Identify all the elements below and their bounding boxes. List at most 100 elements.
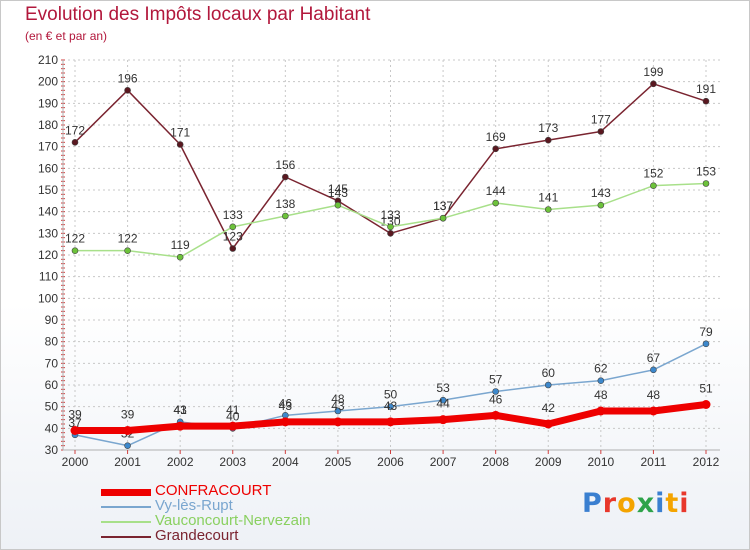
data-label: 141 bbox=[538, 191, 558, 205]
data-label: 144 bbox=[486, 184, 506, 198]
data-label: 67 bbox=[647, 351, 661, 365]
y-tick-label: 210 bbox=[38, 53, 58, 67]
data-label: 123 bbox=[223, 230, 243, 244]
data-label: 42 bbox=[542, 401, 556, 415]
data-point bbox=[439, 214, 447, 222]
x-tick-label: 2007 bbox=[430, 455, 457, 469]
data-label: 40 bbox=[226, 409, 240, 423]
legend-swatch bbox=[101, 521, 151, 523]
data-label: 152 bbox=[643, 167, 663, 181]
legend-label: Vauconcourt-Nervezain bbox=[155, 512, 311, 529]
data-label: 43 bbox=[279, 399, 293, 413]
logo-letter: t bbox=[665, 488, 680, 519]
data-point bbox=[387, 230, 394, 237]
data-point bbox=[650, 366, 657, 374]
data-point bbox=[544, 206, 552, 213]
data-point bbox=[491, 410, 501, 420]
data-label: 191 bbox=[696, 82, 716, 96]
data-label: 46 bbox=[489, 392, 503, 406]
data-point bbox=[492, 199, 499, 207]
data-point bbox=[282, 212, 289, 220]
data-label: 138 bbox=[275, 197, 295, 211]
data-point bbox=[175, 421, 185, 431]
x-tick-label: 2004 bbox=[272, 455, 299, 469]
data-label: 50 bbox=[384, 388, 398, 402]
y-tick-label: 160 bbox=[38, 161, 58, 175]
x-tick-label: 2005 bbox=[325, 455, 352, 469]
data-label: 41 bbox=[173, 403, 187, 417]
data-point bbox=[124, 442, 131, 449]
y-tick-label: 140 bbox=[38, 205, 58, 219]
data-label: 44 bbox=[436, 397, 450, 411]
data-label: 122 bbox=[118, 232, 138, 246]
data-point bbox=[439, 396, 447, 404]
data-label: 143 bbox=[591, 186, 611, 200]
data-point bbox=[229, 245, 237, 252]
data-point bbox=[387, 403, 394, 410]
logo-letter: r bbox=[602, 488, 618, 519]
x-tick-label: 2003 bbox=[219, 455, 246, 469]
data-point bbox=[280, 417, 290, 427]
data-label: 156 bbox=[275, 158, 295, 172]
x-tick-label: 2001 bbox=[114, 455, 141, 469]
y-tick-label: 100 bbox=[38, 291, 58, 305]
data-label: 153 bbox=[696, 165, 716, 179]
x-tick-label: 2010 bbox=[587, 455, 614, 469]
y-tick-label: 30 bbox=[45, 443, 59, 457]
data-point bbox=[124, 247, 131, 254]
data-point bbox=[544, 381, 552, 389]
data-label: 119 bbox=[171, 238, 190, 252]
data-label: 171 bbox=[170, 126, 190, 140]
x-tick-label: 2006 bbox=[377, 455, 404, 469]
data-point bbox=[492, 145, 499, 153]
x-tick-label: 2012 bbox=[693, 455, 720, 469]
data-label: 137 bbox=[433, 199, 453, 213]
data-label: 172 bbox=[65, 123, 85, 137]
data-point bbox=[386, 417, 395, 427]
legend-swatch bbox=[101, 536, 151, 538]
data-label: 145 bbox=[328, 182, 348, 196]
data-point bbox=[597, 377, 605, 384]
data-point bbox=[229, 223, 237, 231]
data-label: 37 bbox=[68, 416, 82, 430]
data-label: 199 bbox=[643, 65, 663, 79]
data-label: 57 bbox=[489, 373, 503, 387]
y-tick-label: 90 bbox=[45, 313, 59, 327]
data-point bbox=[228, 421, 238, 431]
x-tick-label: 2009 bbox=[535, 455, 562, 469]
logo-letter: i bbox=[655, 488, 666, 519]
data-label: 46 bbox=[279, 396, 293, 410]
data-label: 51 bbox=[699, 382, 713, 396]
data-point bbox=[702, 97, 710, 105]
x-tick-label: 2008 bbox=[482, 455, 509, 469]
chart-title: Evolution des Impôts locaux par Habitant bbox=[25, 4, 371, 25]
legend-label: Vy-lès-Rupt bbox=[155, 497, 233, 514]
data-label: 43 bbox=[173, 403, 187, 417]
data-point bbox=[438, 415, 448, 425]
data-point bbox=[334, 201, 342, 209]
data-point bbox=[176, 253, 184, 261]
legend-swatch bbox=[101, 506, 151, 508]
data-label: 62 bbox=[594, 362, 608, 376]
data-label: 48 bbox=[594, 388, 608, 402]
data-point bbox=[176, 141, 184, 148]
data-label: 60 bbox=[542, 366, 556, 380]
y-tick-label: 200 bbox=[38, 75, 58, 89]
data-label: 48 bbox=[647, 388, 661, 402]
chart-subtitle: (en € et par an) bbox=[25, 29, 108, 43]
data-point bbox=[701, 400, 711, 409]
y-tick-label: 170 bbox=[38, 140, 58, 154]
x-tick-label: 2000 bbox=[62, 455, 89, 469]
data-label: 169 bbox=[486, 130, 506, 144]
y-tick-label: 120 bbox=[38, 248, 58, 262]
legend-label: Grandecourt bbox=[155, 527, 239, 544]
data-point bbox=[387, 223, 394, 231]
data-point bbox=[124, 87, 131, 94]
data-label: 143 bbox=[328, 186, 348, 200]
logo-letter: i bbox=[679, 488, 690, 519]
y-tick-label: 70 bbox=[45, 356, 59, 370]
data-point bbox=[597, 128, 605, 135]
y-tick-label: 190 bbox=[38, 96, 58, 110]
data-label: 41 bbox=[226, 403, 240, 417]
